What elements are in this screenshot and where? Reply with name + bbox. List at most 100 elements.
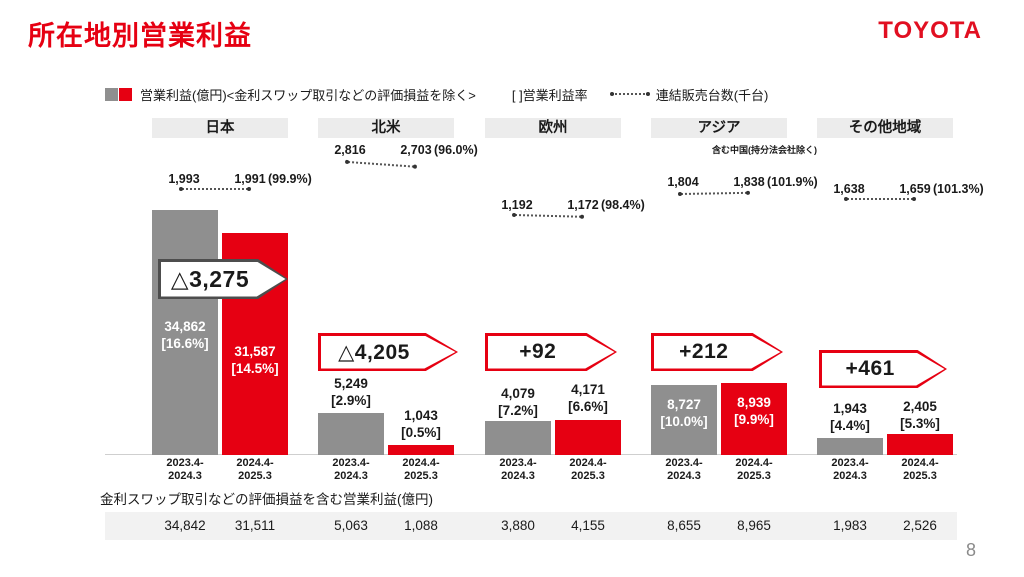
units-curr-value: 2,703	[400, 143, 432, 157]
bar-prev-period	[651, 385, 717, 455]
units-ratio: (101.9%)	[767, 175, 818, 189]
income-margin: [9.9%]	[734, 412, 774, 427]
legend: 営業利益(億円)<金利スワップ取引などの評価損益を除く> [ ]営業利益率 連結…	[105, 85, 768, 103]
toyota-logo: TOYOTA	[878, 17, 982, 44]
bar-curr-label: 8,939 [9.9%]	[719, 394, 789, 428]
bar-curr-label: 4,171 [6.6%]	[553, 381, 623, 415]
income-margin: [4.4%]	[830, 418, 870, 433]
income-value: 1,043	[404, 408, 438, 423]
units-prev-value: 1,804	[667, 175, 699, 189]
bar-curr-label: 2,405 [5.3%]	[885, 398, 955, 432]
change-arrow-badge: +92	[485, 333, 617, 371]
region-header: 北米	[318, 118, 454, 138]
incl-swap-value-curr: 31,511	[234, 518, 276, 533]
change-value: +212	[679, 340, 729, 363]
income-margin: [14.5%]	[231, 361, 279, 376]
bar-curr-label: 1,043 [0.5%]	[386, 407, 456, 441]
bar-prev-period	[152, 210, 218, 455]
units-curr-value: 1,838	[733, 175, 765, 189]
change-arrow-badge: +212	[651, 333, 783, 371]
income-margin: [7.2%]	[498, 403, 538, 418]
bar-prev-period	[318, 413, 384, 455]
x-axis-label-prev: 2023.4- 2024.3	[499, 457, 537, 482]
income-value: 8,939	[737, 395, 771, 410]
incl-swap-value-prev: 5,063	[334, 518, 368, 533]
change-value: △3,275	[170, 265, 250, 292]
incl-swap-value-prev: 8,655	[667, 518, 701, 533]
units-ratio: (99.9%)	[268, 172, 312, 186]
incl-swap-row-background	[105, 512, 957, 540]
region-header: アジア	[651, 118, 787, 138]
units-ratio: (101.3%)	[933, 182, 984, 196]
units-ratio: (98.4%)	[601, 198, 645, 212]
page-number: 8	[966, 540, 977, 560]
income-margin: [16.6%]	[161, 336, 209, 351]
sales-units-row: 1,993 1,991 (99.9%)	[152, 172, 311, 186]
units-connector-line	[344, 159, 418, 170]
x-axis-label-prev: 2023.4- 2024.3	[831, 457, 869, 482]
incl-swap-value-prev: 1,983	[833, 518, 867, 533]
income-value: 8,727	[667, 397, 701, 412]
bar-prev-label: 34,862 [16.6%]	[150, 318, 220, 352]
x-axis-label-curr: 2024.4- 2025.3	[569, 457, 607, 482]
units-connector-line	[677, 190, 751, 197]
x-axis-label-curr: 2024.4- 2025.3	[402, 457, 440, 482]
income-value: 1,943	[833, 401, 867, 416]
income-value: 4,171	[571, 382, 605, 397]
region-header: 欧州	[485, 118, 621, 138]
income-margin: [2.9%]	[331, 393, 371, 408]
income-value: 5,249	[334, 376, 368, 391]
x-axis-label-prev: 2023.4- 2024.3	[166, 457, 204, 482]
units-curr-value: 1,172	[567, 198, 599, 212]
income-margin: [10.0%]	[660, 414, 708, 429]
incl-swap-value-curr: 2,526	[903, 518, 937, 533]
page-title: 所在地別営業利益	[28, 21, 252, 51]
x-axis-label-prev: 2023.4- 2024.3	[332, 457, 370, 482]
units-prev-value: 1,638	[833, 182, 865, 196]
incl-swap-value-curr: 1,088	[404, 518, 438, 533]
units-connector-line	[511, 212, 585, 220]
region-header: 日本	[152, 118, 288, 138]
bar-prev-period	[485, 421, 551, 455]
units-prev-value: 1,192	[501, 198, 533, 212]
x-axis-label-curr: 2024.4- 2025.3	[236, 457, 274, 482]
income-value: 4,079	[501, 386, 535, 401]
change-value: △4,205	[338, 340, 410, 364]
bar-curr-label: 31,587 [14.5%]	[220, 343, 290, 377]
region-other: その他地域 1,638 1,659 (101.3%) 1,943 [4.4%] …	[815, 118, 984, 548]
units-connector-line	[844, 197, 916, 202]
legend-operating-income-label: 営業利益(億円)<金利スワップ取引などの評価損益を除く>	[140, 87, 476, 103]
red-bar-legend-swatch	[119, 87, 132, 101]
sales-units-row: 1,638 1,659 (101.3%)	[817, 182, 983, 196]
bar-curr-period	[721, 383, 787, 455]
change-arrow-badge: △3,275	[158, 259, 288, 299]
region-north-america: 北米 2,816 2,703 (96.0%) 5,249 [2.9%] 1,04…	[316, 118, 478, 548]
units-curr-value: 1,991	[234, 172, 266, 186]
bar-prev-label: 5,249 [2.9%]	[316, 375, 386, 409]
units-ratio: (96.0%)	[434, 143, 478, 157]
bar-prev-period	[817, 438, 883, 455]
gray-bar-legend-swatch	[105, 87, 118, 101]
bar-prev-label: 1,943 [4.4%]	[815, 400, 885, 434]
bar-curr-period	[388, 445, 454, 455]
region-asia: アジア 含む中国(持分法会社除く) 1,804 1,838 (101.9%) 8…	[651, 118, 818, 548]
income-value: 31,587	[234, 344, 276, 359]
legend-margin-label: [ ]営業利益率	[511, 87, 588, 103]
units-prev-value: 2,816	[334, 143, 366, 157]
sales-units-row: 2,816 2,703 (96.0%)	[318, 143, 477, 157]
change-value: +92	[519, 340, 557, 363]
income-value: 2,405	[903, 399, 937, 414]
incl-swap-value-prev: 3,880	[501, 518, 535, 533]
asia-china-note: 含む中国(持分法会社除く)	[712, 145, 817, 155]
incl-swap-value-curr: 8,965	[737, 518, 771, 533]
incl-swap-value-curr: 4,155	[571, 518, 605, 533]
income-value: 34,862	[164, 319, 206, 334]
region-header: その他地域	[817, 118, 953, 138]
income-margin: [0.5%]	[401, 425, 441, 440]
sales-units-row: 1,192 1,172 (98.4%)	[485, 198, 644, 212]
dotted-line-icon	[609, 92, 650, 97]
sales-units-row: 1,804 1,838 (101.9%)	[651, 175, 817, 189]
bar-prev-label: 4,079 [7.2%]	[483, 385, 553, 419]
change-arrow-badge: △4,205	[318, 333, 458, 371]
